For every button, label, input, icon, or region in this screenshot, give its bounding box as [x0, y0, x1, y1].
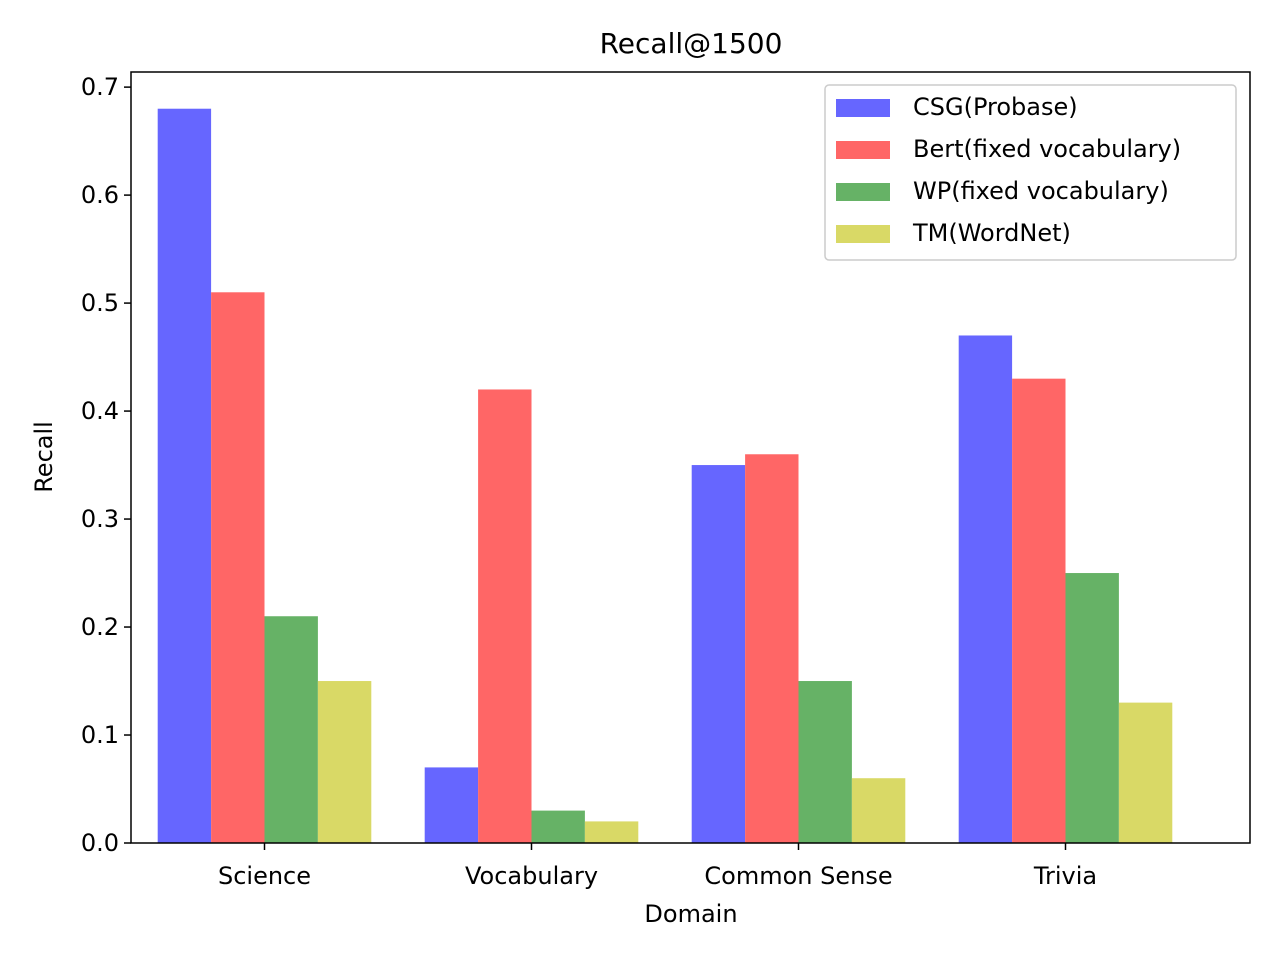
y-tick-label: 0.0	[81, 829, 119, 857]
bar-wp-fixed-vocabulary-common-sense	[798, 681, 852, 843]
bar-csg-probase-vocabulary	[424, 767, 479, 843]
legend-label: WP(fixed vocabulary)	[913, 177, 1169, 205]
y-axis: 0.0 0.1 0.2 0.3 0.4 0.5 0.6 0.7	[81, 73, 131, 857]
legend-label: Bert(fixed vocabulary)	[913, 135, 1181, 163]
bar-csg-probase-trivia	[958, 335, 1013, 843]
bar-tm-wordnet-vocabulary	[584, 821, 639, 843]
plot-frame	[130, 71, 1251, 844]
x-tick-label: Vocabulary	[465, 862, 598, 890]
y-tick-label: 0.5	[81, 289, 119, 317]
x-tick-label: Science	[218, 862, 311, 890]
legend-swatch	[836, 183, 890, 201]
bar-csg-probase-science	[157, 108, 212, 843]
x-tick-label: Trivia	[1033, 862, 1097, 890]
legend-label: CSG(Probase)	[913, 93, 1078, 121]
legend-label: TM(WordNet)	[912, 219, 1071, 247]
legend-swatch	[836, 141, 890, 159]
bar-tm-wordnet-common-sense	[851, 778, 906, 843]
y-tick-label: 0.4	[81, 397, 119, 425]
chart-title: Recall@1500	[600, 27, 783, 60]
bar-tm-wordnet-science	[317, 681, 372, 843]
bar-csg-probase-common-sense	[691, 465, 746, 843]
legend-box	[824, 84, 1237, 261]
bar-wp-fixed-vocabulary-vocabulary	[531, 810, 585, 843]
legend: CSG(Probase) Bert(fixed vocabulary) WP(fix…	[824, 84, 1237, 261]
bar-bert-fixed-vocabulary-common-sense	[745, 454, 799, 843]
bar-bert-fixed-vocabulary-vocabulary	[478, 389, 532, 843]
bar-wp-fixed-vocabulary-science	[264, 616, 318, 843]
y-axis-title: Recall	[30, 421, 58, 493]
bar-wp-fixed-vocabulary-trivia	[1065, 573, 1119, 843]
y-tick-label: 0.6	[81, 181, 119, 209]
legend-swatch	[836, 99, 890, 117]
y-tick-label: 0.1	[81, 721, 119, 749]
bar-bert-fixed-vocabulary-trivia	[1012, 378, 1066, 843]
y-tick-label: 0.2	[81, 613, 119, 641]
x-tick-label: Common Sense	[704, 862, 892, 890]
legend-swatch	[836, 225, 890, 243]
bar-bert-fixed-vocabulary-science	[211, 292, 265, 843]
x-axis-title: Domain	[644, 900, 737, 928]
bars-group	[157, 108, 1173, 843]
bar-tm-wordnet-trivia	[1118, 702, 1173, 843]
x-axis: Science Vocabulary Common Sense Trivia	[218, 843, 1097, 890]
y-tick-label: 0.3	[81, 505, 119, 533]
y-tick-label: 0.7	[81, 73, 119, 101]
